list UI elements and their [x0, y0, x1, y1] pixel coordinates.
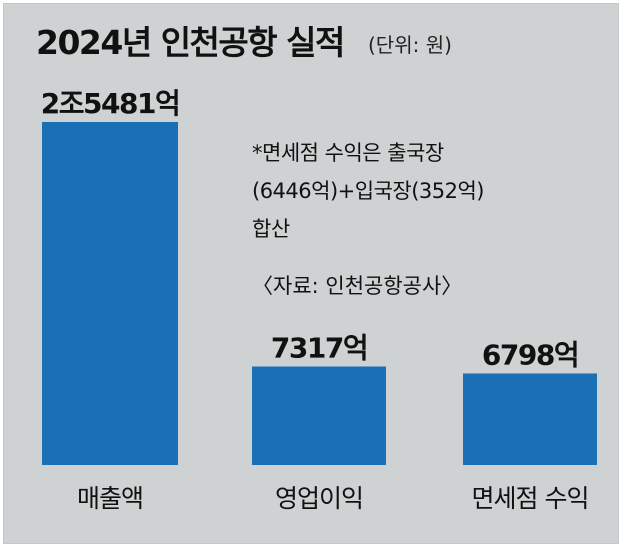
category-label: 매출액 [77, 484, 143, 513]
bar-1 [42, 122, 178, 465]
category-label: 면세점 수익 [472, 484, 589, 513]
unit-note: (단위: 원) [368, 33, 452, 57]
annotation-line: 합산 [252, 217, 290, 241]
bar-3 [463, 373, 597, 465]
value-label: 2조5481억 [41, 87, 179, 120]
annotation-line: (6446억)+입국장(352억) [252, 179, 485, 203]
annotation-note: *면세점 수익은 출국장 (6446억)+입국장(352억) 합산 [252, 134, 485, 248]
chart-title: 2024년 인천공항 실적 [36, 23, 345, 62]
source-note: 〈자료: 인천공항공사〉 [252, 274, 463, 298]
annotation-line: *면세점 수익은 출국장 [252, 141, 444, 165]
bar-2 [252, 366, 386, 465]
value-label: 7317억 [271, 332, 367, 365]
category-label: 영업이익 [275, 484, 363, 513]
value-label: 6798억 [482, 338, 578, 371]
